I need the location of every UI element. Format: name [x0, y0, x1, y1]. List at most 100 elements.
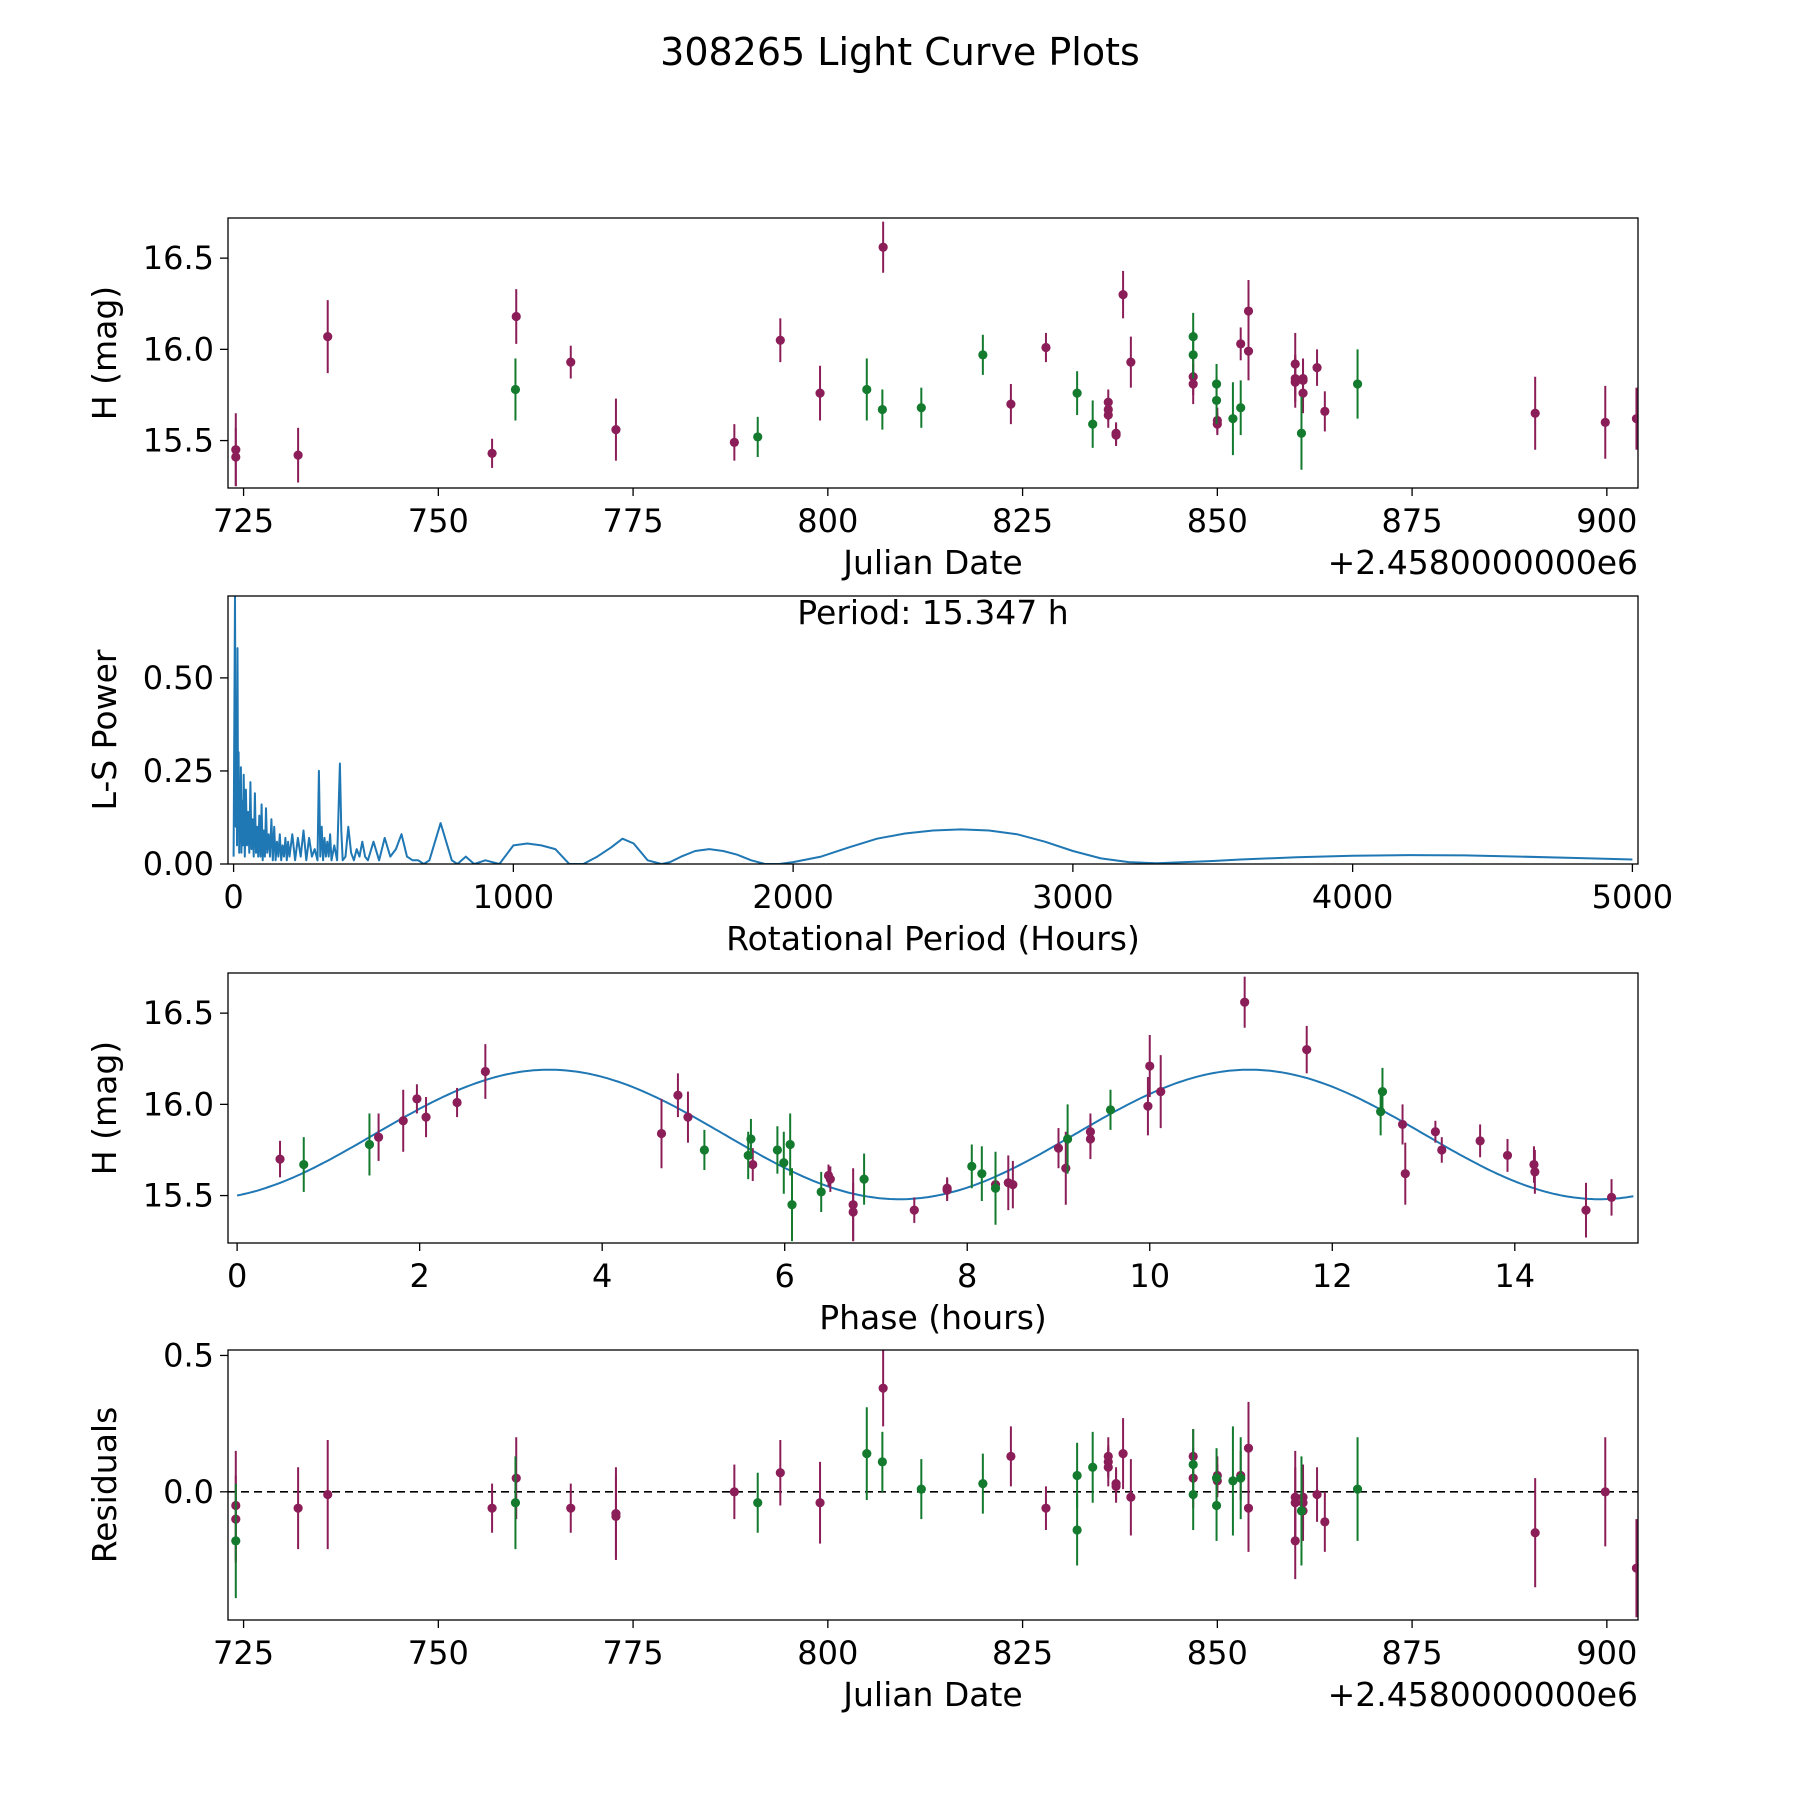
- phased-purple-point: [452, 1097, 462, 1108]
- residuals-green-point: [1072, 1470, 1082, 1481]
- phased-green-point: [967, 1161, 977, 1171]
- residuals-xtick-label: 875: [1382, 1634, 1443, 1672]
- lightcurve-purple-point: [1243, 346, 1254, 356]
- phased-xtick-label: 12: [1312, 1257, 1353, 1295]
- phased-green-point: [364, 1139, 375, 1150]
- residuals-green-point: [1236, 1473, 1246, 1483]
- phased-purple-point: [683, 1112, 693, 1122]
- lightcurve-xtick-label: 825: [992, 502, 1053, 540]
- residuals-green-point: [1188, 1489, 1198, 1500]
- residuals-purple-point: [1126, 1492, 1136, 1502]
- periodogram-panel: 0 1000 2000 3000 4000 5000 0.00 0.25 0.50 Rotati…: [85, 593, 1673, 958]
- phased-purple-point: [1143, 1101, 1153, 1111]
- lightcurve-green-point: [1228, 414, 1238, 424]
- phased-green-point: [785, 1139, 795, 1150]
- residuals-offset-text: +2.4580000000e6: [1328, 1675, 1638, 1714]
- phased-green-point: [1105, 1105, 1116, 1115]
- residuals-purple-point: [566, 1503, 576, 1513]
- residuals-xlabel: Julian Date: [841, 1675, 1023, 1714]
- phased-purple-point: [1156, 1086, 1166, 1097]
- residuals-purple-point: [1103, 1462, 1113, 1472]
- residuals-green-point: [877, 1457, 887, 1467]
- phased-purple-point: [421, 1112, 431, 1122]
- phased-purple-point: [373, 1132, 384, 1142]
- lightcurve-purple-point: [1530, 408, 1540, 418]
- lightcurve-purple-point: [1006, 399, 1016, 409]
- periodogram-xtick-label: 4000: [1312, 878, 1393, 916]
- lightcurve-purple-point: [231, 452, 241, 462]
- phased-purple-point: [1145, 1061, 1155, 1071]
- periodogram-frame: [227, 595, 1639, 865]
- phased-purple-point: [942, 1185, 952, 1195]
- lightcurve-ylabel: H (mag): [85, 286, 124, 420]
- residuals-purple-point: [1312, 1489, 1322, 1500]
- lightcurve-green-point: [753, 432, 763, 442]
- phased-purple-point: [1430, 1127, 1440, 1137]
- phased-green-point: [746, 1134, 756, 1144]
- residuals-xtick-label: 750: [408, 1634, 469, 1672]
- phased-green-point: [816, 1187, 826, 1197]
- residuals-green-point: [510, 1498, 521, 1508]
- periodogram-xlabel: Rotational Period (Hours): [726, 919, 1140, 958]
- lightcurve-xtick-label: 875: [1382, 502, 1443, 540]
- residuals-ytick-label: 0.0: [163, 1473, 214, 1511]
- phased-green-point: [1376, 1107, 1386, 1117]
- phased-xtick-label: 14: [1494, 1257, 1535, 1295]
- residuals-purple-point: [1320, 1517, 1330, 1527]
- lightcurve-purple-point: [1320, 406, 1330, 416]
- lightcurve-xtick-label: 775: [603, 502, 664, 540]
- phased-purple-point: [1606, 1192, 1617, 1202]
- lightcurve-green-point: [1211, 395, 1222, 406]
- residuals-purple-point: [1631, 1563, 1638, 1573]
- lightcurve-purple-point: [293, 450, 303, 460]
- phased-frame: [227, 972, 1639, 1244]
- phased-purple-point: [1085, 1134, 1096, 1144]
- residuals-purple-point: [1111, 1481, 1121, 1491]
- residuals-green-point: [1352, 1484, 1363, 1494]
- periodogram-ytick-label: 0.00: [143, 845, 214, 883]
- lightcurve-green-point: [1236, 403, 1246, 413]
- phased-purple-point: [909, 1205, 919, 1215]
- lightcurve-xlabel: Julian Date: [841, 543, 1023, 582]
- phased-xtick-label: 10: [1129, 1257, 1170, 1295]
- phased-purple-point: [848, 1207, 858, 1217]
- residuals-ytick-label: 0.5: [163, 1336, 214, 1374]
- residuals-green-point: [1228, 1476, 1238, 1486]
- lightcurve-panel: 725 750 775 800 825 850 875 900 15.5 16.0 16.5 Jul…: [85, 217, 1639, 582]
- phased-ytick-label: 16.0: [143, 1085, 214, 1123]
- periodogram-ytick-label: 0.25: [143, 752, 214, 790]
- lightcurve-purple-point: [729, 437, 739, 447]
- phased-xtick-label: 4: [592, 1257, 612, 1295]
- phased-green-point: [1063, 1134, 1073, 1144]
- lightcurve-purple-point: [511, 311, 521, 322]
- lightcurve-purple-point: [1111, 430, 1121, 440]
- residuals-purple-point: [1290, 1536, 1300, 1546]
- lightcurve-purple-point: [1126, 357, 1136, 367]
- phased-green-point: [990, 1183, 1001, 1193]
- lightcurve-purple-point: [1236, 339, 1246, 349]
- residuals-green-point: [978, 1479, 988, 1489]
- periodogram-xtick-label: 1000: [473, 878, 554, 916]
- phased-green-point: [699, 1145, 709, 1155]
- residuals-green-point: [862, 1449, 872, 1459]
- periodogram-xtick-label: 3000: [1032, 878, 1113, 916]
- phased-green-point: [977, 1169, 987, 1179]
- lightcurve-purple-point: [1188, 379, 1198, 389]
- lightcurve-green-point: [916, 403, 926, 413]
- lightcurve-green-point: [1072, 388, 1082, 398]
- lightcurve-purple-point: [1103, 410, 1113, 420]
- residuals-xtick-label: 825: [992, 1634, 1053, 1672]
- residuals-frame: [227, 1349, 1639, 1621]
- phased-green-point: [859, 1174, 869, 1184]
- phased-xlabel: Phase (hours): [819, 1298, 1047, 1337]
- phased-xtick-label: 8: [957, 1257, 977, 1295]
- lightcurve-green-point: [877, 404, 887, 415]
- lightcurve-purple-point: [1312, 362, 1322, 373]
- phased-panel: 0 2 4 6 8 10 12 14 15.5 16.0 16.5 Phase (hours) H …: [85, 972, 1639, 1337]
- phased-purple-point: [1437, 1145, 1447, 1155]
- residuals-xtick-label: 775: [603, 1634, 664, 1672]
- residuals-purple-point: [729, 1487, 739, 1497]
- lightcurve-purple-point: [775, 335, 785, 345]
- phased-purple-point: [1581, 1205, 1591, 1215]
- lightcurve-green-point: [510, 384, 521, 395]
